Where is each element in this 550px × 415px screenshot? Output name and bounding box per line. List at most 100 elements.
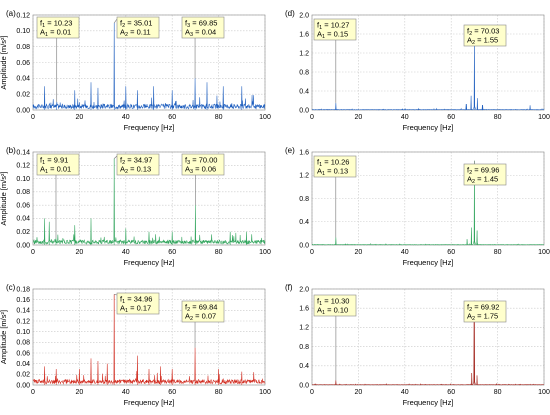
x-tick-label: 60 [447,389,455,396]
y-tick-label: 0.14 [16,308,30,315]
annotation-frequency: f2 = 70.03 [467,27,499,38]
y-tick-label: 0.00 [16,242,30,249]
annotation-box [463,300,507,323]
plot-frame [311,288,545,386]
plot-frame [311,14,545,111]
x-tick-label: 60 [447,249,455,256]
x-tick-label: 0 [310,114,314,121]
y-tick-label: 0.12 [16,163,30,170]
x-tick-label: 80 [494,114,502,121]
x-tick-label: 100 [538,249,550,256]
panel-label: (f) [285,283,293,292]
y-tick-label: 0.02 [16,229,30,236]
annotation-frequency: f1 = 10.27 [317,21,349,32]
y-tick-label: 0.10 [16,176,30,183]
y-tick-label: 0.8 [299,69,309,76]
x-tick-label: 20 [76,114,84,121]
y-tick-label: 0.0 [299,382,309,389]
annotation-leader [114,294,118,296]
panel-e: 0.0 0.4 0.8 1.2 1.6 0 20 40 60 80 100 (e) Frequency … [285,146,550,267]
x-tick-label: 0 [31,114,35,121]
x-tick-label: 60 [447,114,455,121]
y-tick-label: 0.00 [16,382,30,389]
annotation-box [181,300,225,323]
y-axis-label: Amplitude [m/s²] [0,171,8,225]
y-tick-label: 0.0 [299,242,309,249]
annotation-box [116,153,160,176]
x-tick-label: 60 [168,249,176,256]
x-tick-label: 100 [259,389,271,396]
annotation-frequency: f3 = 70.00 [185,156,217,167]
y-tick-label: 0.04 [16,216,30,223]
annotation-frequency: f2 = 35.01 [120,19,152,30]
annotation-box [313,155,357,178]
y-tick-label: 0.04 [16,76,30,83]
annotation-leader [113,18,118,24]
panel-label: (c) [6,283,16,292]
y-tick-label: 0.4 [299,88,309,95]
x-tick-label: 40 [401,389,409,396]
panel-a: 0.00 0.02 0.04 0.06 0.08 0.10 0.12 0 20 40 60 80 100… [0,9,271,132]
y-tick-label: 0.02 [16,91,30,98]
y-tick-label: 0.8 [299,344,309,351]
x-tick-label: 20 [355,249,363,256]
panel-c: 0.00 0.02 0.04 0.06 0.08 0.10 0.12 0.14 0.16 0.18… [0,283,271,407]
annotation-box [36,153,80,176]
x-tick-label: 40 [122,249,130,256]
y-tick-label: 0.04 [16,361,30,368]
annotation-box [181,153,225,176]
x-tick-label: 0 [31,249,35,256]
x-tick-label: 60 [168,389,176,396]
y-tick-label: 0.06 [16,202,30,209]
y-axis-label: Amplitude [m/s²] [0,310,8,364]
y-tick-label: 0.12 [16,318,30,325]
panel-label: (a) [6,9,16,18]
spectrum-line [32,22,266,110]
annotation-box [313,18,357,41]
y-tick-label: 0.02 [16,372,30,379]
x-axis-label: Frequency [Hz] [124,398,175,407]
annotation-amplitude: A2 = 0.11 [120,28,151,39]
y-tick-label: 0.00 [16,107,30,114]
x-tick-label: 40 [122,389,130,396]
y-tick-label: 0.10 [16,28,30,35]
annotation-amplitude: A2 = 1.45 [467,175,498,186]
annotation-amplitude: A1 = 0.01 [40,165,71,176]
x-tick-label: 80 [215,249,223,256]
annotation-amplitude: A1 = 0.15 [317,30,348,41]
annotation-box [116,292,160,315]
x-tick-label: 40 [122,114,130,121]
spectrum-line [311,300,545,386]
annotation-box [36,16,80,39]
annotation-box [116,16,160,39]
annotation-frequency: f1 = 9.91 [40,156,68,167]
spectrum-line [32,294,266,385]
x-tick-label: 60 [168,114,176,121]
y-tick-label: 0.0 [299,107,309,114]
annotation-box [463,24,507,47]
x-tick-label: 40 [401,114,409,121]
x-axis-label: Frequency [Hz] [124,123,175,132]
x-tick-label: 0 [310,249,314,256]
spectrum-line [311,160,545,246]
annotation-amplitude: A1 = 0.10 [317,306,348,317]
x-tick-label: 20 [355,114,363,121]
y-tick-label: 0.12 [16,12,30,19]
y-tick-label: 1.2 [299,50,309,57]
y-tick-label: 0.08 [16,189,30,196]
x-axis-label: Frequency [Hz] [124,258,175,267]
y-tick-label: 1.6 [299,149,309,156]
y-tick-label: 0.06 [16,60,30,67]
x-tick-label: 80 [215,389,223,396]
annotation-amplitude: A1 = 0.01 [40,28,71,39]
y-tick-label: 0.16 [16,297,30,304]
annotation-frequency: f2 = 69.84 [185,303,217,314]
y-tick-label: 0.8 [299,196,309,203]
annotation-box [181,16,225,39]
annotation-amplitude: A3 = 0.04 [185,28,216,39]
annotation-amplitude: A2 = 1.55 [467,36,498,47]
annotation-frequency: f1 = 10.26 [317,158,349,169]
y-tick-label: 0.08 [16,340,30,347]
x-axis-label: Frequency [Hz] [403,398,454,407]
